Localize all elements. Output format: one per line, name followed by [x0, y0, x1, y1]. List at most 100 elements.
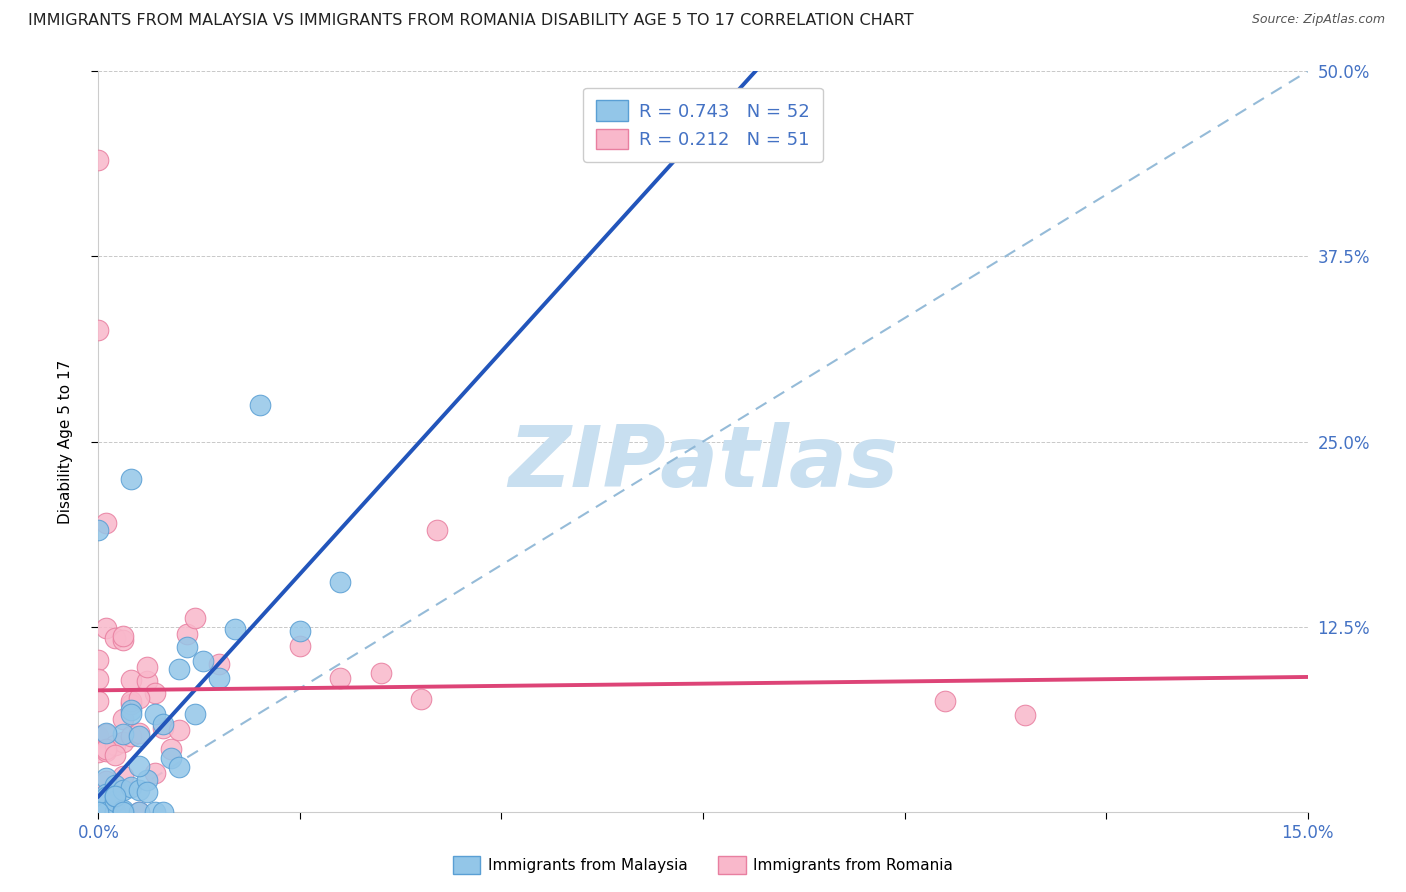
- Point: [152, 805, 174, 819]
- Text: ZIPatlas: ZIPatlas: [508, 422, 898, 505]
- Point: [120, 694, 142, 708]
- Point: [208, 671, 231, 685]
- Point: [120, 673, 142, 687]
- Point: [103, 789, 125, 803]
- Point: [87, 805, 110, 819]
- Point: [128, 805, 150, 819]
- Point: [135, 785, 157, 799]
- Point: [329, 671, 352, 685]
- Point: [409, 692, 432, 706]
- Legend: R = 0.743   N = 52, R = 0.212   N = 51: R = 0.743 N = 52, R = 0.212 N = 51: [583, 87, 823, 162]
- Point: [111, 734, 134, 748]
- Point: [87, 324, 110, 338]
- Point: [167, 723, 190, 738]
- Point: [208, 657, 231, 671]
- Point: [96, 516, 118, 530]
- Point: [87, 805, 110, 819]
- Point: [120, 471, 142, 485]
- Point: [329, 575, 352, 590]
- Point: [103, 794, 125, 808]
- Point: [111, 712, 134, 726]
- Point: [87, 741, 110, 756]
- Point: [176, 640, 198, 654]
- Point: [111, 782, 134, 797]
- Point: [167, 760, 190, 774]
- Point: [128, 759, 150, 773]
- Point: [120, 703, 142, 717]
- Point: [249, 398, 271, 412]
- Y-axis label: Disability Age 5 to 17: Disability Age 5 to 17: [58, 359, 73, 524]
- Point: [87, 153, 110, 168]
- Point: [128, 691, 150, 706]
- Point: [120, 697, 142, 711]
- Point: [1014, 708, 1036, 723]
- Point: [128, 805, 150, 819]
- Point: [103, 778, 125, 792]
- Point: [103, 781, 125, 796]
- Point: [184, 611, 207, 625]
- Point: [87, 805, 110, 819]
- Point: [143, 805, 166, 819]
- Point: [120, 780, 142, 794]
- Point: [96, 774, 118, 789]
- Point: [87, 652, 110, 666]
- Point: [143, 686, 166, 700]
- Point: [288, 639, 311, 653]
- Point: [120, 707, 142, 722]
- Point: [96, 621, 118, 635]
- Point: [87, 805, 110, 819]
- Point: [111, 727, 134, 741]
- Point: [96, 787, 118, 801]
- Point: [152, 716, 174, 731]
- Point: [128, 729, 150, 743]
- Point: [96, 727, 118, 741]
- Point: [103, 747, 125, 762]
- Point: [111, 632, 134, 647]
- Point: [103, 631, 125, 645]
- Point: [111, 805, 134, 819]
- Point: [120, 729, 142, 743]
- Point: [135, 659, 157, 673]
- Point: [87, 745, 110, 759]
- Point: [87, 805, 110, 819]
- Point: [87, 805, 110, 819]
- Text: Source: ZipAtlas.com: Source: ZipAtlas.com: [1251, 13, 1385, 27]
- Point: [111, 769, 134, 783]
- Point: [224, 622, 246, 636]
- Point: [87, 693, 110, 707]
- Point: [87, 729, 110, 743]
- Point: [103, 789, 125, 803]
- Point: [176, 627, 198, 641]
- Point: [96, 741, 118, 756]
- Point: [87, 672, 110, 686]
- Point: [135, 772, 157, 787]
- Point: [152, 721, 174, 735]
- Point: [96, 726, 118, 740]
- Point: [160, 742, 183, 756]
- Point: [103, 805, 125, 819]
- Point: [87, 805, 110, 819]
- Point: [160, 750, 183, 764]
- Point: [143, 765, 166, 780]
- Point: [96, 792, 118, 806]
- Text: IMMIGRANTS FROM MALAYSIA VS IMMIGRANTS FROM ROMANIA DISABILITY AGE 5 TO 17 CORRE: IMMIGRANTS FROM MALAYSIA VS IMMIGRANTS F…: [28, 13, 914, 29]
- Point: [111, 805, 134, 819]
- Point: [143, 707, 166, 722]
- Point: [96, 790, 118, 805]
- Point: [135, 673, 157, 688]
- Point: [128, 782, 150, 797]
- Point: [103, 789, 125, 804]
- Point: [111, 803, 134, 817]
- Point: [370, 665, 392, 680]
- Legend: Immigrants from Malaysia, Immigrants from Romania: Immigrants from Malaysia, Immigrants fro…: [447, 850, 959, 880]
- Point: [103, 738, 125, 752]
- Point: [103, 805, 125, 819]
- Point: [96, 805, 118, 819]
- Point: [128, 726, 150, 740]
- Point: [426, 524, 449, 538]
- Point: [96, 772, 118, 786]
- Point: [184, 707, 207, 722]
- Point: [288, 624, 311, 638]
- Point: [87, 805, 110, 819]
- Point: [934, 694, 956, 708]
